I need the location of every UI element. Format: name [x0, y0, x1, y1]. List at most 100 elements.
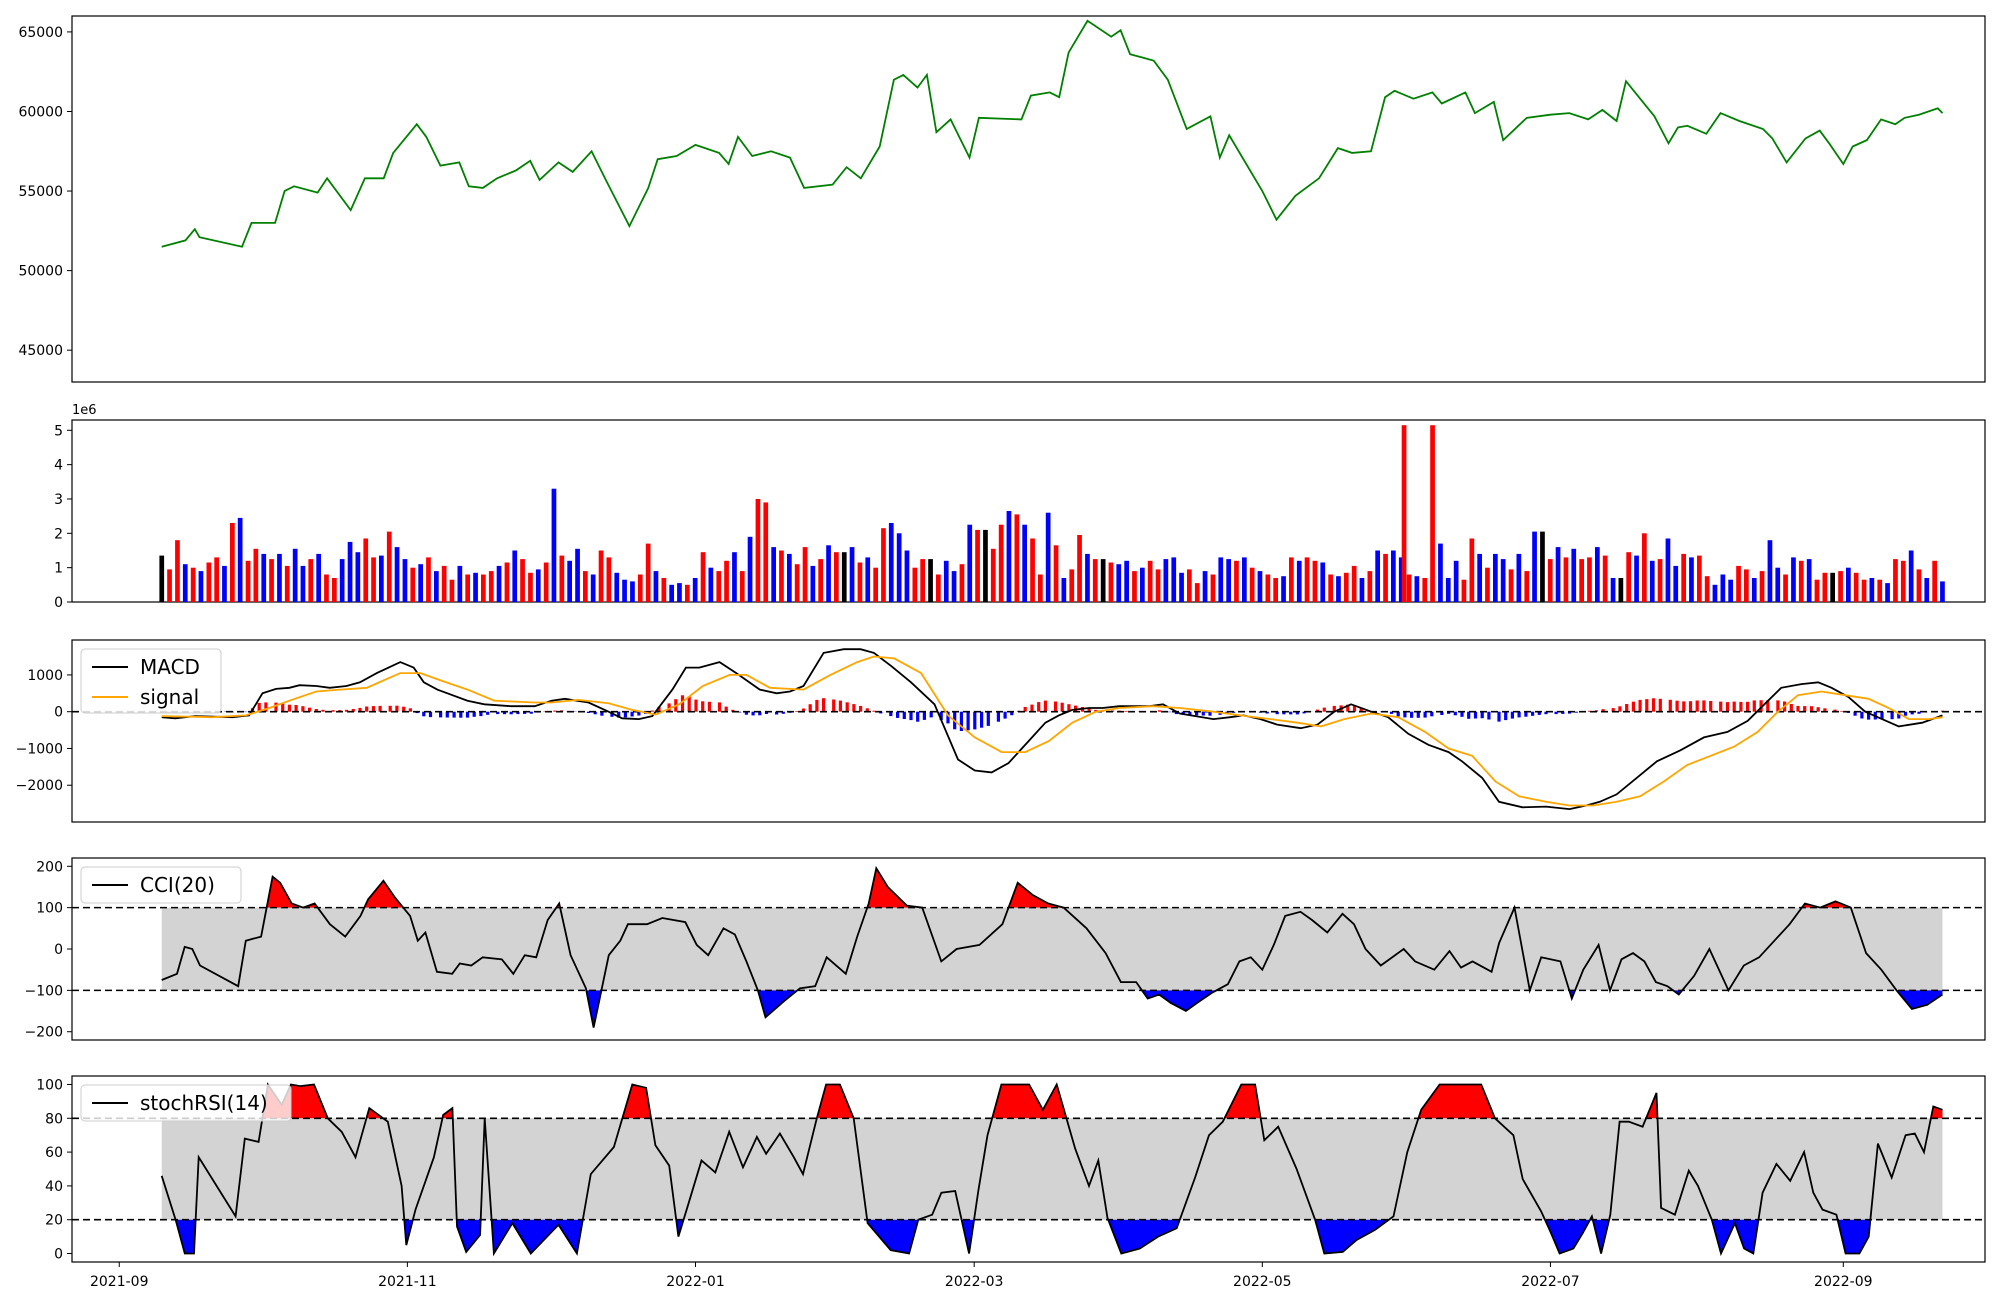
volume-bar [1249, 567, 1255, 602]
macd-histogram-bar [1524, 711, 1528, 717]
volume-bar [1791, 557, 1796, 602]
volume-bar [622, 579, 627, 602]
volume-bar [1061, 578, 1067, 602]
macd-histogram-bar [946, 711, 950, 724]
macd-histogram-bar [896, 711, 900, 718]
volume-bar [1155, 569, 1161, 602]
macd-histogram-bar [1860, 711, 1864, 719]
volume-ytick-label: 4 [54, 458, 63, 474]
macd-histogram-bar [879, 711, 883, 714]
volume-bar [1940, 581, 1945, 602]
macd-histogram-bar [707, 701, 711, 712]
macd-histogram-bar [959, 711, 963, 731]
volume-bar [496, 565, 502, 602]
volume-bar [1406, 574, 1412, 602]
volume-bar [1273, 578, 1279, 602]
macd-histogram-bar [1574, 711, 1578, 713]
macd-histogram-bar [428, 711, 433, 718]
macd-histogram-bar [1053, 701, 1058, 712]
volume-bar [190, 567, 196, 602]
volume-ytick-label: 0 [54, 595, 63, 611]
macd-histogram-bar [486, 711, 490, 715]
volume-bar [1422, 578, 1428, 602]
volume-bar [1006, 511, 1012, 602]
macd-histogram-bar [1460, 711, 1464, 717]
volume-bar [747, 536, 753, 602]
macd-histogram-bar [1289, 711, 1293, 715]
cci-ytick-label: 200 [36, 859, 63, 875]
volume-bar [1304, 557, 1310, 602]
macd-histogram-bar [1766, 700, 1770, 712]
macd-histogram-bar [402, 706, 406, 712]
volume-bar [159, 555, 165, 602]
macd-histogram-bar [751, 711, 755, 716]
macd-histogram-bar [301, 706, 305, 712]
volume-bar [253, 548, 259, 602]
macd-histogram-bar [358, 707, 362, 712]
volume-bar [175, 540, 180, 602]
macd-histogram-bar [472, 711, 476, 717]
macd-histogram-bar [1030, 704, 1034, 712]
macd-histogram-bar [1067, 704, 1071, 712]
volume-bar [1822, 572, 1828, 602]
volume-bar [308, 559, 314, 602]
macd-histogram-bar [680, 695, 685, 712]
macd-histogram-bar [1752, 700, 1756, 712]
stochrsi-oversold-fill-area [1108, 1219, 1180, 1254]
volume-bar [504, 562, 510, 602]
stochrsi-oversold-fill-area [1315, 1219, 1389, 1254]
macd-histogram-bar [1447, 711, 1451, 714]
volume-bar [1398, 557, 1404, 602]
macd-histogram-bar [452, 711, 456, 718]
volume-bar [481, 574, 486, 602]
volume-bar [614, 572, 620, 602]
macd-histogram-bar [687, 696, 691, 712]
macd-histogram-bar [1739, 701, 1743, 712]
volume-bar [920, 559, 926, 602]
macd-histogram-bar [1789, 704, 1793, 712]
macd-histogram-bar [724, 706, 728, 712]
volume-bar [583, 571, 588, 602]
volume-bar [1077, 535, 1082, 602]
macd-histogram-bar [1567, 711, 1572, 714]
volume-bar [1234, 560, 1239, 602]
macd-histogram-bar [889, 711, 893, 717]
volume-bar [1226, 559, 1232, 602]
volume-bar [230, 523, 235, 602]
macd-histogram-bar [1675, 700, 1679, 712]
volume-bar [1493, 553, 1498, 602]
volume-bar [473, 572, 478, 602]
volume-bar [292, 548, 298, 602]
stochrsi-overbought-fill-area [622, 1084, 651, 1119]
stochrsi-oversold-fill-area [175, 1219, 196, 1254]
stochrsi-ytick-label: 60 [45, 1145, 63, 1161]
macd-histogram-bar [1504, 711, 1508, 721]
volume-bar [1932, 560, 1938, 602]
macd-histogram-bar [650, 710, 654, 712]
macd-histogram-bar [1796, 705, 1800, 712]
volume-bar [1547, 559, 1553, 602]
volume-bar [1579, 559, 1585, 602]
macd-histogram-bar [1174, 711, 1178, 715]
macd-histogram-bar [1332, 705, 1336, 712]
cci-overbought-fill-area [1008, 882, 1064, 908]
macd-histogram-bar [1487, 711, 1491, 720]
macd-histogram-bar [996, 711, 1000, 722]
macd-histogram-bar [388, 705, 392, 712]
x-tick-label: 2022-07 [1521, 1274, 1580, 1290]
macd-histogram-bar [1682, 701, 1686, 712]
volume-ytick-label: 5 [54, 423, 63, 439]
signal-line [161, 655, 1943, 807]
macd-panel-frame [71, 639, 1986, 823]
volume-bar [1649, 560, 1655, 602]
macd-histogram-bar [1537, 711, 1541, 715]
macd-histogram-bar [496, 711, 500, 715]
volume-bar [1916, 569, 1922, 602]
macd-histogram-bar [371, 706, 375, 712]
volume-bar [936, 574, 941, 602]
volume-bar [653, 571, 659, 602]
volume-bar [1092, 559, 1098, 602]
macd-histogram-bar [1531, 711, 1535, 716]
volume-bar [1014, 514, 1020, 602]
volume-bar [1900, 560, 1906, 602]
